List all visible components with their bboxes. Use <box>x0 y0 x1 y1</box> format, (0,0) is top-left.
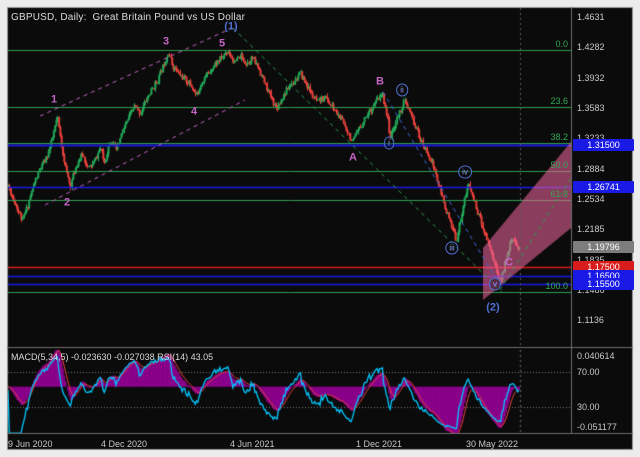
wave-label-iii: iii <box>445 241 459 255</box>
wave-label-i: i <box>384 136 394 150</box>
date-tick: 4 Jun 2021 <box>230 439 275 449</box>
current-price-tag: 1.19796 <box>573 240 634 253</box>
price-tick: 1.1136 <box>577 315 604 326</box>
fib-level-label: 0.0 <box>555 39 568 50</box>
price-level-tag[interactable]: 1.26741 <box>573 180 634 193</box>
date-tick: 4 Dec 2020 <box>101 439 148 449</box>
date-tick: 9 Jun 2020 <box>8 439 53 449</box>
date-tick: 1 Dec 2021 <box>356 439 403 449</box>
wave-label-4: 4 <box>190 105 198 118</box>
price-tick: 1.2534 <box>577 193 605 204</box>
price-tick: 1.2185 <box>577 224 605 235</box>
price-tick: 1.2884 <box>577 163 605 174</box>
wave-label-2: (2) <box>486 301 500 314</box>
wave-label-ii: ii <box>396 83 408 97</box>
wave-label-3: 3 <box>162 35 170 48</box>
wave-label-5: 5 <box>218 37 226 50</box>
fib-level-label: 61.8 <box>550 188 568 199</box>
fib-level-label: 100.0 <box>545 281 568 292</box>
indicator-tick: -0.051177 <box>577 422 617 432</box>
wave-label-A: A <box>349 151 357 164</box>
fib-level-label: 38.2 <box>550 131 568 142</box>
indicator-tick: 0.040614 <box>577 351 615 361</box>
fib-level-label: 50.0 <box>550 160 568 171</box>
indicator-tick: 30.00 <box>577 402 600 412</box>
wave-label-1: (1) <box>224 20 238 33</box>
price-tick: 1.3583 <box>577 102 605 113</box>
fib-level-label: 23.6 <box>550 96 568 107</box>
price-tick: 1.3233 <box>577 133 605 144</box>
chart-title: GBPUSD, Daily: Great Britain Pound vs US… <box>11 12 246 23</box>
price-level-tag[interactable]: 1.31500 <box>573 139 634 152</box>
wave-label-B: B <box>376 75 384 88</box>
price-tick: 1.3932 <box>577 72 605 83</box>
wave-label-iv: iv <box>458 165 472 179</box>
wave-label-C: C <box>505 256 513 269</box>
date-tick: 30 May 2022 <box>466 439 519 449</box>
price-tick: 1.4631 <box>577 12 605 23</box>
wave-label-1: 1 <box>50 93 58 106</box>
price-tick: 1.1835 <box>577 254 605 265</box>
indicator-label: MACD(5,34,5) -0.023630 -0.027038 RSI(14)… <box>11 352 214 362</box>
indicator-tick: 70.00 <box>577 367 600 377</box>
price-tick: 1.4282 <box>577 42 605 53</box>
wave-label-2: 2 <box>63 196 71 209</box>
price-level-tag[interactable]: 1.15500 <box>573 278 634 291</box>
wave-label-v: v <box>489 277 501 291</box>
